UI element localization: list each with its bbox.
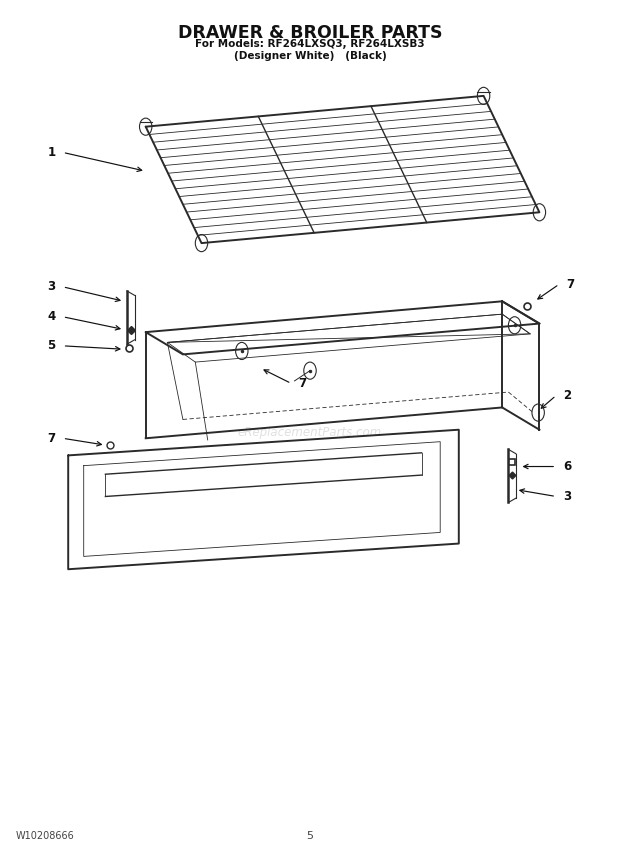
Text: 5: 5 xyxy=(47,339,56,353)
Text: (Designer White)   (Black): (Designer White) (Black) xyxy=(234,51,386,62)
Text: 7: 7 xyxy=(566,277,575,291)
Text: 5: 5 xyxy=(306,830,314,841)
Text: For Models: RF264LXSQ3, RF264LXSB3: For Models: RF264LXSQ3, RF264LXSB3 xyxy=(195,39,425,50)
Text: 6: 6 xyxy=(563,460,572,473)
Text: 2: 2 xyxy=(563,389,572,402)
Text: 1: 1 xyxy=(47,146,56,159)
Text: eReplacementParts.com: eReplacementParts.com xyxy=(238,425,382,439)
Text: 7: 7 xyxy=(47,431,56,445)
Text: 4: 4 xyxy=(47,310,56,324)
Text: 3: 3 xyxy=(563,490,572,503)
Text: DRAWER & BROILER PARTS: DRAWER & BROILER PARTS xyxy=(178,24,442,42)
Text: 7: 7 xyxy=(298,377,307,390)
Text: 3: 3 xyxy=(47,280,56,294)
Text: W10208666: W10208666 xyxy=(16,830,74,841)
